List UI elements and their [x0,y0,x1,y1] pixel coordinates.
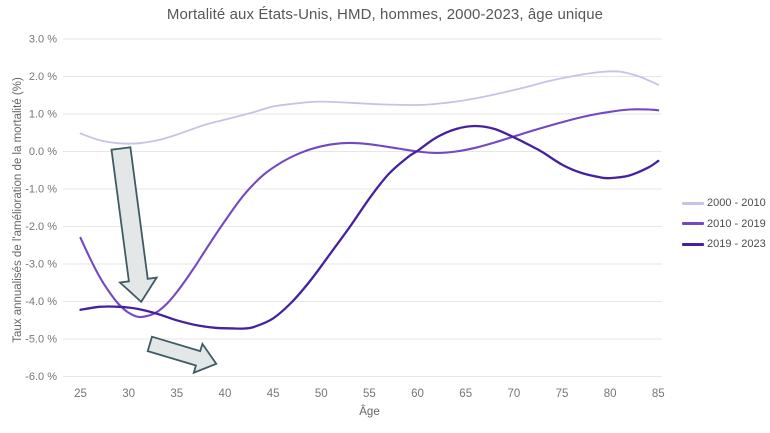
y-tick-label: 1.0 % [29,109,57,121]
x-tick-label: 50 [315,388,328,400]
x-tick-label: 60 [411,388,424,400]
y-tick-label: -4.0 % [25,296,57,308]
legend-swatch-icon [682,242,704,246]
y-tick-label: -6.0 % [25,371,57,383]
x-tick-label: 30 [122,388,135,400]
y-tick-label: -1.0 % [25,184,57,196]
chart-title: Mortalité aux États-Unis, HMD, hommes, 2… [166,6,604,23]
y-tick-label: -5.0 % [25,334,57,346]
y-tick-label: 3.0 % [29,34,57,46]
x-tick-label: 70 [507,388,520,400]
legend: 2000 - 2010 2010 - 2019 2019 - 2023 [682,193,766,255]
legend-item: 2000 - 2010 [682,193,766,214]
x-tick-label: 35 [170,388,183,400]
legend-label: 2010 - 2019 [707,217,766,230]
legend-swatch-icon [682,201,704,205]
x-tick-label: 45 [267,388,280,400]
legend-item: 2019 - 2023 [682,234,766,255]
y-tick-label: -3.0 % [25,259,57,271]
series-line-2019-2023 [79,124,660,330]
x-tick-label: 25 [74,388,87,400]
legend-swatch-icon [682,222,704,226]
series-line-2010-2019 [79,108,660,319]
x-tick-label: 65 [459,388,472,400]
x-tick-label: 40 [219,388,232,400]
x-axis-title: Âge [359,406,380,418]
legend-label: 2019 - 2023 [707,238,766,251]
series-line-2000-2010 [79,70,660,145]
y-tick-label: -2.0 % [25,221,57,233]
down-arrow [110,146,159,304]
x-tick-label: 85 [652,388,665,400]
right-down-arrow [146,335,218,375]
legend-label: 2000 - 2010 [707,197,766,210]
legend-item: 2010 - 2019 [682,214,766,235]
y-tick-label: 0.0 % [29,146,57,158]
x-tick-label: 80 [604,388,617,400]
y-tick-label: 2.0 % [29,71,57,83]
x-tick-label: 75 [556,388,569,400]
x-tick-label: 55 [363,388,376,400]
